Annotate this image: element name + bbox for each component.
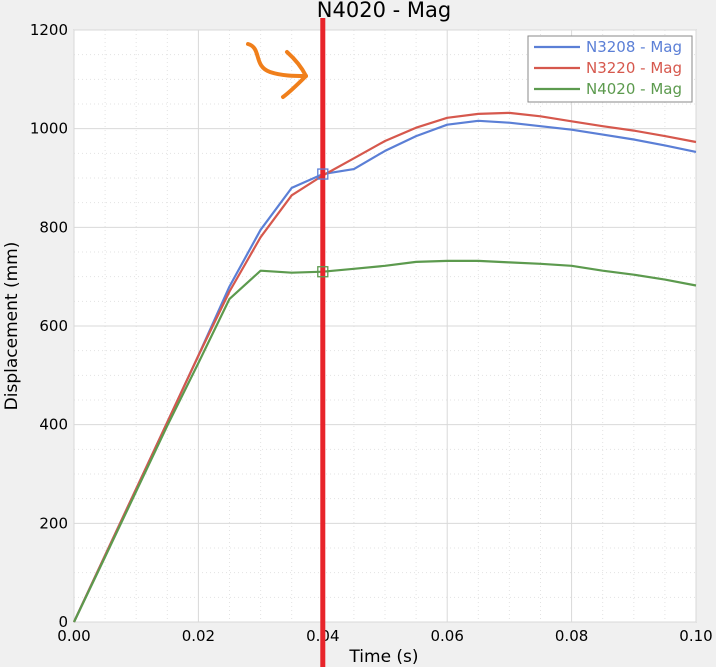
- cursor-group[interactable]: [317, 18, 329, 667]
- y-axis-title: Displacement (mm): [2, 242, 22, 411]
- legend-entry: N3220 - Mag: [586, 59, 682, 77]
- chart-title: N4020 - Mag: [317, 0, 451, 22]
- y-tick-label: 0: [58, 613, 68, 631]
- y-tick-label: 600: [39, 317, 68, 335]
- y-tick-label: 1000: [30, 120, 68, 138]
- y-axis-ticks: 0 200 400 600 800 1000 1200: [30, 21, 68, 631]
- legend-entry: N3208 - Mag: [586, 38, 682, 56]
- cursor-marker[interactable]: [317, 266, 329, 278]
- x-tick-label: 0.02: [182, 627, 215, 645]
- x-tick-label: 0.06: [430, 627, 463, 645]
- legend-entry: N4020 - Mag: [586, 80, 682, 98]
- y-tick-label: 200: [39, 514, 68, 532]
- series-group: [73, 111, 697, 623]
- y-tick-label: 400: [39, 416, 68, 434]
- series-line-2: [73, 111, 697, 623]
- x-axis-title: Time (s): [348, 647, 418, 667]
- legend: N3208 - Mag N3220 - Mag N4020 - Mag: [527, 35, 693, 103]
- x-tick-label: 0.10: [679, 627, 712, 645]
- series-line-3: [73, 259, 697, 623]
- x-axis-ticks: 0.000.020.040.060.080.10: [57, 627, 712, 645]
- cursor-marker[interactable]: [317, 168, 329, 180]
- y-tick-label: 1200: [30, 21, 68, 39]
- x-tick-label: 0.00: [57, 627, 90, 645]
- x-tick-label: 0.08: [555, 627, 588, 645]
- y-tick-label: 800: [39, 218, 68, 236]
- annotation-arrow-icon: [246, 42, 308, 99]
